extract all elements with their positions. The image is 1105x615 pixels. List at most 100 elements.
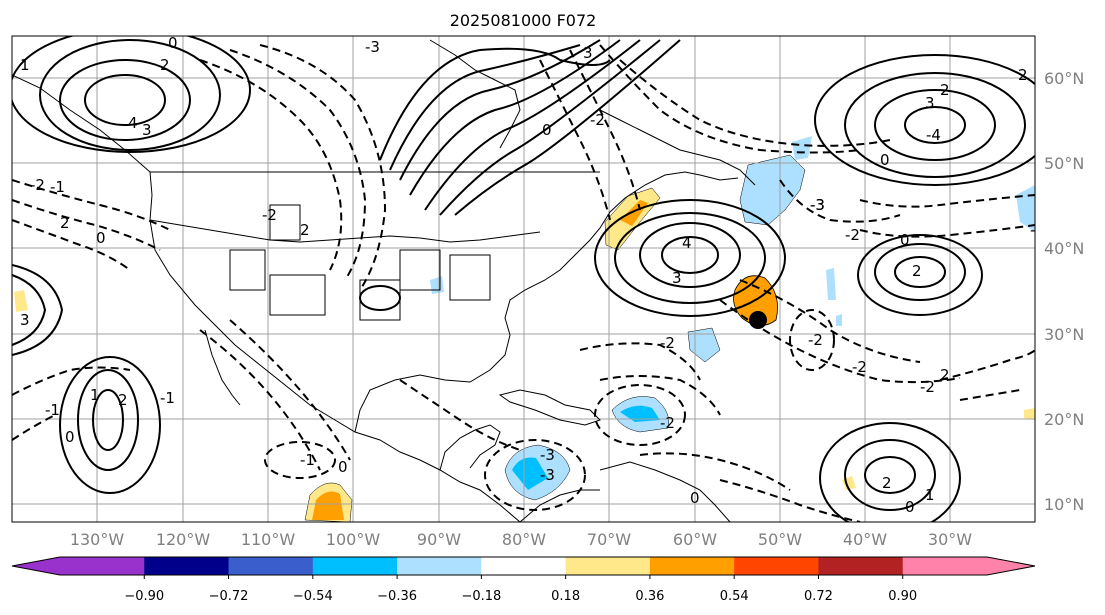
shaded-anomaly-areas bbox=[14, 136, 1035, 522]
contour-label: -3 bbox=[365, 38, 380, 56]
lat-label: 10°N bbox=[1044, 495, 1084, 514]
contour-label: -3 bbox=[540, 466, 555, 484]
lon-label: 40°W bbox=[843, 530, 887, 549]
contour-labels: 0 2 4 3 1 -1 -2 -3 0 2 4 3 -2 -3 0 2 -4 … bbox=[20, 34, 1045, 516]
lon-label: 90°W bbox=[417, 530, 461, 549]
colorbar-bin bbox=[60, 557, 145, 575]
map-frame bbox=[11, 35, 1036, 523]
contour-label: 2 bbox=[300, 221, 310, 239]
contour-label: 3 bbox=[672, 269, 682, 287]
contour-label: 0 bbox=[905, 498, 915, 516]
lon-label: 100°W bbox=[326, 530, 381, 549]
colorbar-tick-label: 0.90 bbox=[888, 589, 917, 604]
lat-label: 30°N bbox=[1044, 325, 1084, 344]
contour-label: 0 bbox=[542, 121, 552, 139]
shade-positive-west-edge bbox=[14, 290, 28, 312]
lon-label: 120°W bbox=[156, 530, 211, 549]
contour-label: 0 bbox=[338, 458, 348, 476]
shade-positive-ne-us-core bbox=[620, 200, 648, 226]
shade-negative-small-mid bbox=[826, 268, 836, 300]
contour-label: 3 bbox=[142, 121, 152, 139]
longitude-labels: 130°W 120°W 110°W 100°W 90°W 80°W 70°W 6… bbox=[70, 530, 972, 549]
shade-positive-east-edge bbox=[1024, 408, 1035, 420]
contour-label: 2 bbox=[1018, 66, 1028, 84]
contour-label: -2 bbox=[660, 334, 675, 352]
lon-label: 130°W bbox=[70, 530, 125, 549]
contour-label: -3 bbox=[810, 196, 825, 214]
colorbar-bin bbox=[144, 557, 230, 575]
lat-label: 20°N bbox=[1044, 410, 1084, 429]
contour-label: -1 bbox=[300, 451, 315, 469]
colorbar-labels: −0.90 −0.72 −0.54 −0.36 −0.18 0.18 0.36 … bbox=[124, 589, 917, 604]
lat-label: 50°N bbox=[1044, 154, 1084, 173]
shade-positive-mexico-core bbox=[312, 491, 344, 520]
contour-label: 2 bbox=[118, 391, 128, 409]
lon-label: 70°W bbox=[587, 530, 631, 549]
contour-label: 0 bbox=[880, 151, 890, 169]
lon-label: 30°W bbox=[928, 530, 972, 549]
contour-label: 2 bbox=[940, 81, 950, 99]
contour-label: -2 bbox=[920, 378, 935, 396]
contour-label: 1 bbox=[90, 386, 100, 404]
map-title: 2025081000 F072 bbox=[450, 11, 597, 30]
colorbar-tick-label: −0.72 bbox=[209, 589, 249, 604]
colorbar-bin bbox=[902, 557, 988, 575]
contour-label: -2 bbox=[590, 111, 605, 129]
colorbar-bin bbox=[565, 557, 651, 575]
colorbar-bin bbox=[397, 557, 482, 575]
colorbar-tick-label: 0.54 bbox=[720, 589, 749, 604]
contours-negative bbox=[12, 44, 1035, 522]
contour-label: 0 bbox=[96, 229, 106, 247]
contour-label: -2 bbox=[852, 358, 867, 376]
lat-label: 40°N bbox=[1044, 239, 1084, 258]
shade-negative-caribbean-core bbox=[620, 405, 660, 422]
contours-positive bbox=[12, 36, 1035, 522]
colorbar-tick-label: −0.54 bbox=[293, 589, 333, 604]
colorbar-bin bbox=[312, 557, 398, 575]
lon-label: 50°W bbox=[758, 530, 802, 549]
contour-label: 3 bbox=[20, 311, 30, 329]
storm-center-marker bbox=[749, 311, 767, 329]
lat-label: 60°N bbox=[1044, 69, 1084, 88]
contour-label: 0 bbox=[900, 231, 910, 249]
colorbar-bin bbox=[649, 557, 735, 575]
colorbar bbox=[11, 556, 1036, 579]
contour-label: 4 bbox=[128, 114, 138, 132]
contour-label: 0 bbox=[690, 489, 700, 507]
colorbar-outline bbox=[11, 556, 1036, 576]
contour-label: -2 bbox=[660, 414, 675, 432]
contour-label: -2 bbox=[845, 226, 860, 244]
contour-label: 2 bbox=[160, 56, 170, 74]
contour-label: 0 bbox=[168, 34, 178, 52]
colorbar-tick-label: −0.36 bbox=[377, 589, 417, 604]
contour-label: -4 bbox=[926, 126, 941, 144]
colorbar-bin bbox=[818, 557, 904, 575]
contour-label: 2 bbox=[912, 262, 922, 280]
lon-label: 110°W bbox=[241, 530, 296, 549]
colorbar-tick-label: 0.72 bbox=[804, 589, 833, 604]
colorbar-over-triangle bbox=[987, 557, 1035, 575]
contour-label: -1 bbox=[50, 178, 65, 196]
contour-label: 2 bbox=[60, 214, 70, 232]
contour-label: 1 bbox=[925, 486, 935, 504]
shade-negative-newfoundland-tail bbox=[792, 136, 812, 160]
contour-label: -1 bbox=[45, 401, 60, 419]
contour-label: -2 bbox=[1030, 221, 1045, 239]
shade-negative-atlantic-mid bbox=[687, 327, 721, 363]
contour-label: 2 bbox=[882, 474, 892, 492]
contour-label: 3 bbox=[583, 44, 593, 62]
shade-negative-central-america-core bbox=[512, 457, 548, 490]
colorbar-tick-label: −0.90 bbox=[124, 589, 164, 604]
contour-label: 3 bbox=[925, 94, 935, 112]
lon-label: 80°W bbox=[502, 530, 546, 549]
colorbar-bin bbox=[734, 557, 819, 575]
contour-label: -1 bbox=[160, 389, 175, 407]
contour-label: -3 bbox=[540, 446, 555, 464]
colorbar-tick-label: 0.18 bbox=[551, 589, 580, 604]
contour-label: -2 bbox=[808, 331, 823, 349]
contour-label: 0 bbox=[65, 428, 75, 446]
contour-label: 1 bbox=[20, 56, 30, 74]
contour-label: 2 bbox=[940, 366, 950, 384]
contour-label: -3 bbox=[810, 196, 825, 214]
